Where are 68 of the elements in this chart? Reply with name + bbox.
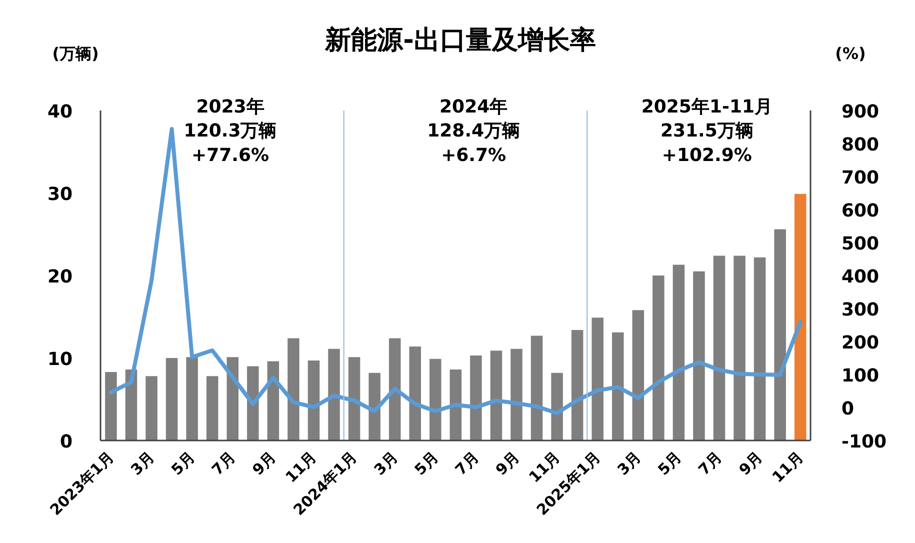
bar <box>328 348 340 440</box>
bar <box>551 372 563 440</box>
x-tick-label: 3月 <box>370 448 402 479</box>
y2-tick-label: 300 <box>842 300 880 320</box>
y2-tick-label: 600 <box>842 200 880 222</box>
bar <box>672 264 685 440</box>
bar <box>510 348 522 440</box>
bar <box>794 194 806 440</box>
bar <box>592 318 604 440</box>
bar <box>490 350 502 440</box>
bar <box>186 357 198 440</box>
y2-tick-label: 100 <box>842 366 880 386</box>
bar <box>530 336 543 440</box>
y2-axis-title: (%) <box>835 44 866 63</box>
annotation: 2023年 120.3万辆 +77.6% <box>184 96 277 166</box>
x-tick-label: 5月 <box>168 448 198 479</box>
x-tick-label: 5月 <box>411 448 442 479</box>
bar <box>308 360 320 440</box>
y-tick-label: 10 <box>47 349 73 370</box>
bar <box>713 256 726 440</box>
bar <box>450 370 462 440</box>
y-axis-title: (万辆) <box>52 44 99 63</box>
bar <box>348 357 360 440</box>
x-tick-label: 7月 <box>452 448 482 479</box>
y2-tick-label: 0 <box>842 398 854 420</box>
x-tick-label: 9月 <box>492 448 523 479</box>
bar <box>288 338 300 440</box>
bar <box>146 376 158 440</box>
bar <box>734 256 746 440</box>
x-tick-label: 11月 <box>768 448 807 486</box>
y-tick-label: 20 <box>47 266 73 288</box>
x-tick-label: 7月 <box>694 448 726 479</box>
bar <box>774 229 786 440</box>
y2-tick-label: 400 <box>842 266 880 288</box>
bar <box>368 372 380 440</box>
y2-tick-label: 500 <box>842 234 880 254</box>
y2-tick-label: 900 <box>842 102 880 122</box>
bar <box>247 366 259 440</box>
y2-tick-label: -100 <box>842 432 887 452</box>
bar <box>632 310 644 440</box>
bar <box>693 271 705 440</box>
annotation: 2025年1-11月 231.5万辆 +102.9% <box>641 96 773 166</box>
x-tick-label: 5月 <box>654 448 686 479</box>
bar <box>430 358 442 440</box>
y2-tick-label: 200 <box>842 332 880 354</box>
x-tick-label: 3月 <box>127 448 158 479</box>
bar <box>652 276 664 440</box>
bar <box>470 356 482 440</box>
x-tick-label: 3月 <box>614 448 645 479</box>
bar <box>388 338 401 440</box>
x-tick-label: 9月 <box>248 448 280 479</box>
x-tick-label: 7月 <box>208 448 239 479</box>
bar <box>612 332 624 440</box>
chart-title: 新能源-出口量及增长率 <box>324 26 596 56</box>
x-tick-label: 9月 <box>735 448 766 479</box>
y-tick-label: 0 <box>60 432 73 452</box>
bar <box>754 257 766 440</box>
bar <box>409 346 421 440</box>
y2-tick-label: 800 <box>842 134 880 156</box>
bar <box>206 376 218 440</box>
bar <box>105 372 117 440</box>
y2-tick-label: 700 <box>842 168 880 188</box>
y-tick-label: 30 <box>47 184 73 205</box>
annotation: 2024年 128.4万辆 +6.7% <box>427 96 520 166</box>
bar <box>226 357 239 440</box>
bar <box>166 358 178 440</box>
y-tick-label: 40 <box>47 102 73 122</box>
bar <box>571 330 584 440</box>
